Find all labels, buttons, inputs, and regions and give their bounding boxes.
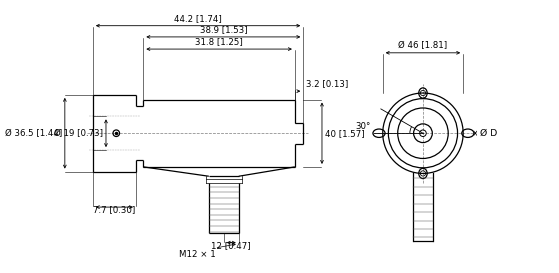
- Text: 3.2 [0.13]: 3.2 [0.13]: [306, 79, 348, 88]
- Text: Ø 36.5 [1.44]: Ø 36.5 [1.44]: [5, 129, 62, 138]
- Text: 38.9 [1.53]: 38.9 [1.53]: [200, 25, 247, 34]
- Text: 44.2 [1.74]: 44.2 [1.74]: [174, 14, 222, 23]
- Text: Ø D: Ø D: [480, 129, 498, 138]
- Text: 30°: 30°: [355, 122, 371, 131]
- Text: Ø 46 [1.81]: Ø 46 [1.81]: [399, 41, 448, 50]
- Text: Ø 19 [0.73]: Ø 19 [0.73]: [54, 129, 103, 138]
- Text: M12 × 1: M12 × 1: [179, 250, 216, 259]
- Text: 31.8 [1.25]: 31.8 [1.25]: [195, 37, 243, 46]
- Text: 40 [1.57]: 40 [1.57]: [325, 129, 364, 138]
- Text: 7.7 [0.30]: 7.7 [0.30]: [93, 206, 135, 215]
- Text: 12 [0.47]: 12 [0.47]: [211, 241, 251, 250]
